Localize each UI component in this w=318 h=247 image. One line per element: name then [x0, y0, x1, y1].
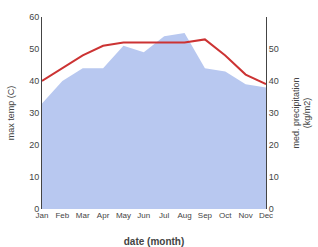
svg-text:Feb: Feb	[55, 211, 69, 220]
svg-text:Mar: Mar	[76, 211, 90, 220]
svg-text:max temp (C): max temp (C)	[6, 86, 16, 141]
svg-text:Jul: Jul	[159, 211, 169, 220]
svg-text:10: 10	[29, 172, 39, 182]
svg-text:Sep: Sep	[198, 211, 213, 220]
svg-text:0: 0	[34, 204, 39, 214]
svg-text:Jan: Jan	[36, 211, 49, 220]
svg-text:Nov: Nov	[239, 211, 253, 220]
svg-text:50: 50	[29, 44, 39, 54]
svg-text:Aug: Aug	[177, 211, 191, 220]
svg-text:Apr: Apr	[97, 211, 110, 220]
svg-text:Jun: Jun	[137, 211, 150, 220]
svg-text:40: 40	[269, 76, 279, 86]
svg-text:med. precipitation(kg/m2): med. precipitation(kg/m2)	[291, 77, 313, 148]
svg-text:30: 30	[29, 108, 39, 118]
svg-text:30: 30	[269, 108, 279, 118]
svg-text:0: 0	[269, 204, 274, 214]
svg-text:60: 60	[29, 12, 39, 22]
svg-text:Dec: Dec	[259, 211, 273, 220]
svg-text:40: 40	[29, 76, 39, 86]
svg-text:20: 20	[29, 140, 39, 150]
svg-text:Oct: Oct	[219, 211, 232, 220]
svg-text:10: 10	[269, 172, 279, 182]
svg-text:20: 20	[269, 140, 279, 150]
svg-text:date (month): date (month)	[124, 236, 185, 247]
svg-text:May: May	[116, 211, 131, 220]
svg-text:50: 50	[269, 44, 279, 54]
